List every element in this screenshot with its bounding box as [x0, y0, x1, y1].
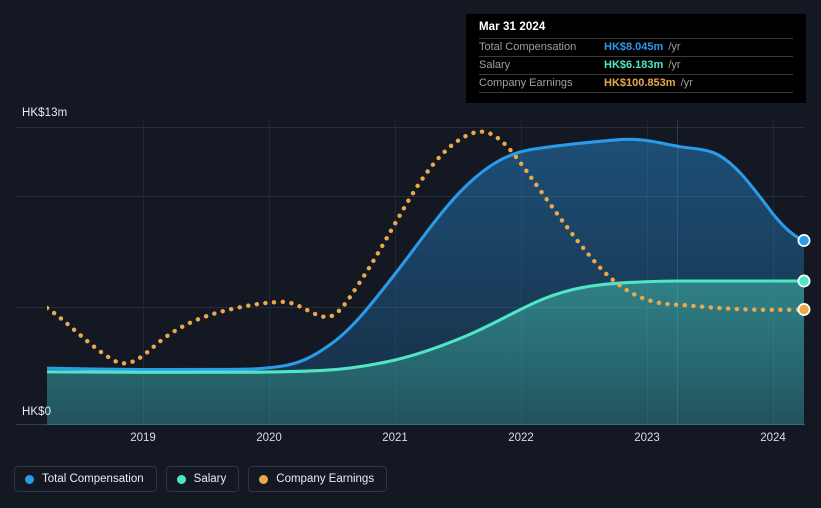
- tooltip-row-salary: Salary HK$6.183m /yr: [479, 56, 793, 74]
- legend-label-total-compensation: Total Compensation: [42, 473, 144, 485]
- salary-endpoint: [797, 274, 811, 288]
- salary-area: [47, 281, 804, 425]
- series-endpoint-markers: [797, 234, 811, 316]
- legend-item-company-earnings[interactable]: Company Earnings: [248, 466, 388, 492]
- total-compensation-endpoint: [797, 234, 811, 247]
- x-tick-2020: 2020: [256, 432, 282, 444]
- company-earnings-line: [47, 129, 804, 366]
- company-earnings-endpoint: [797, 303, 811, 316]
- x-tick-2024: 2024: [760, 432, 786, 444]
- legend-dot-icon-salary: [176, 474, 186, 484]
- legend-item-total-compensation[interactable]: Total Compensation: [14, 466, 157, 492]
- legend-item-salary[interactable]: Salary: [165, 466, 240, 492]
- tooltip-label-total-compensation: Total Compensation: [479, 41, 577, 53]
- salary-line: [47, 279, 804, 374]
- legend-dot-icon-total-compensation: [25, 474, 34, 484]
- tooltip-row-company-earnings: Company Earnings HK$100.853m /yr: [479, 74, 793, 93]
- y-axis-max-label: HK$13m: [22, 107, 68, 119]
- tooltip-value-total-compensation: HK$8.045m: [604, 41, 664, 53]
- tooltip-label-company-earnings: Company Earnings: [479, 77, 573, 89]
- chart-tooltip: Mar 31 2024 Total Compensation HK$8.045m…: [466, 14, 806, 103]
- x-tick-2021: 2021: [382, 432, 408, 444]
- chart-legend: Total Compensation Salary Company Earnin…: [14, 466, 388, 492]
- y-axis-zero-label: HK$0: [22, 406, 52, 418]
- x-tick-2019: 2019: [130, 432, 156, 444]
- legend-label-company-earnings: Company Earnings: [276, 473, 375, 485]
- tooltip-value-company-earnings: HK$100.853m: [604, 77, 676, 89]
- tooltip-label-salary: Salary: [479, 59, 511, 71]
- total-compensation-line: [47, 137, 804, 372]
- tooltip-date: Mar 31 2024: [479, 21, 546, 33]
- tooltip-unit-salary: /yr: [668, 59, 681, 71]
- tooltip-unit-total-compensation: /yr: [668, 41, 681, 53]
- legend-label-salary: Salary: [193, 473, 227, 485]
- x-tick-2022: 2022: [508, 432, 534, 444]
- x-tick-2023: 2023: [634, 432, 660, 444]
- tooltip-unit-company-earnings: /yr: [680, 77, 693, 89]
- tooltip-row-total-compensation: Total Compensation HK$8.045m /yr: [479, 38, 793, 56]
- tooltip-value-salary: HK$6.183m: [604, 59, 664, 71]
- legend-dot-icon-company-earnings: [259, 474, 269, 484]
